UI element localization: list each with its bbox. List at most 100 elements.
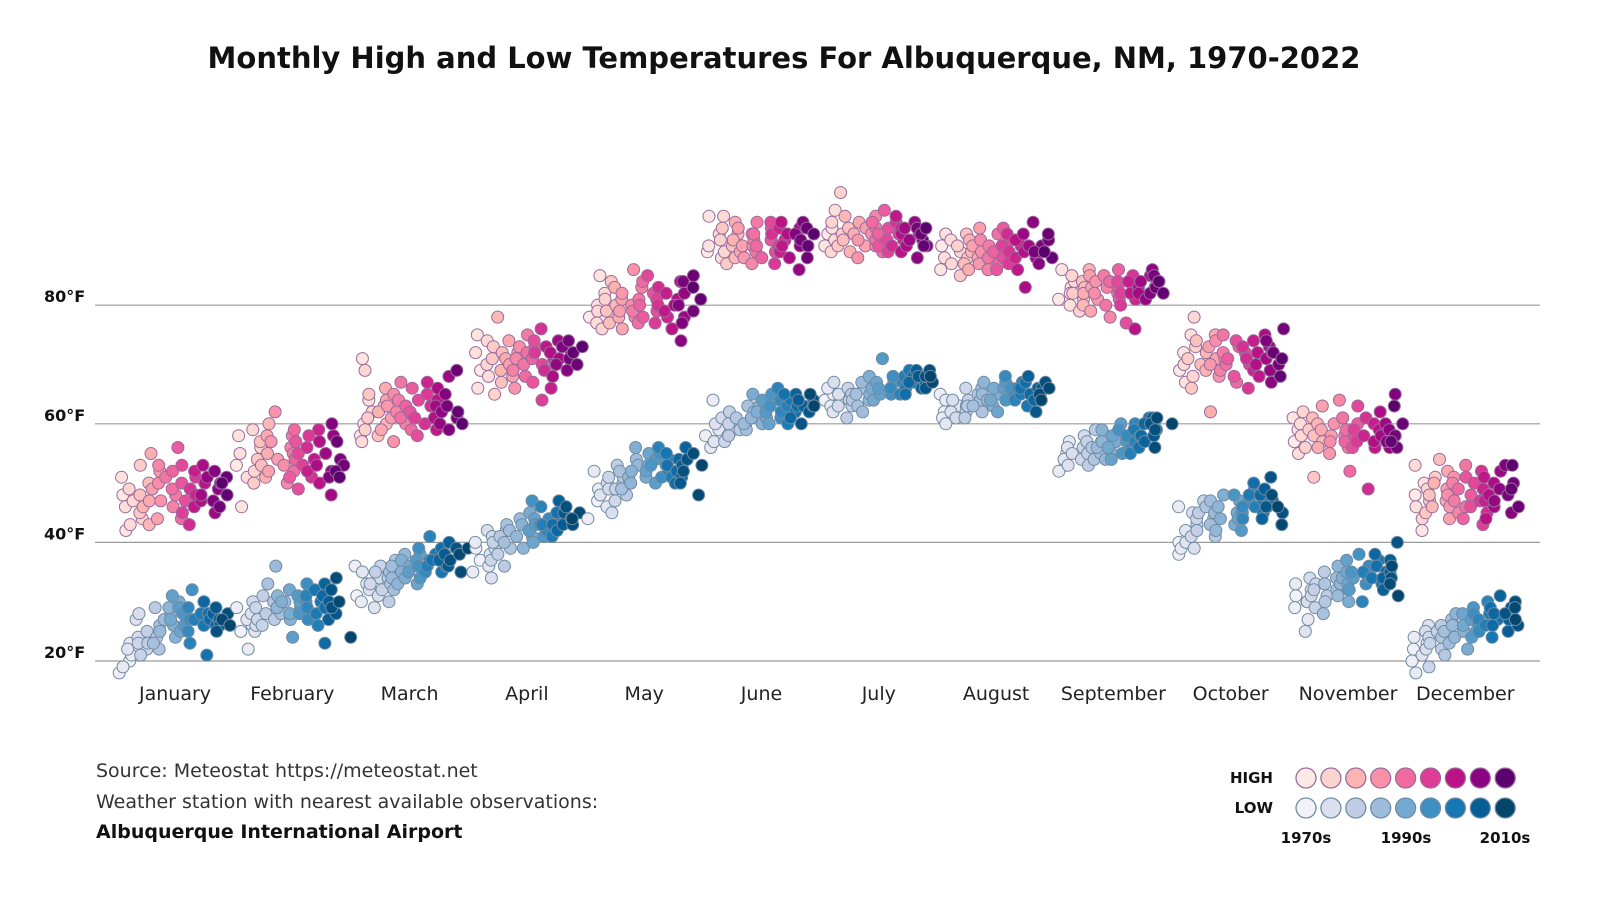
high-temp-point (229, 458, 243, 472)
high-temp-point (676, 275, 690, 288)
legend: HIGH LOW 1970s 1990s 2010s (1230, 767, 1530, 847)
low-temp-point (581, 512, 595, 526)
legend-low-swatch (1494, 797, 1516, 819)
x-tick-label: June (740, 683, 782, 705)
high-temp-point (665, 322, 679, 336)
low-temp-point (1234, 524, 1248, 537)
low-temp-point (706, 393, 720, 407)
high-temp-point (1505, 458, 1519, 472)
high-temp-point (807, 227, 821, 241)
high-temp-point (1459, 458, 1473, 472)
low-temp-point (1242, 488, 1256, 502)
low-temp-point (608, 494, 622, 508)
low-temp-point (840, 411, 854, 425)
high-temp-point (506, 363, 520, 377)
high-temp-point (175, 506, 189, 520)
high-temp-point (324, 488, 338, 502)
low-temp-point (1493, 589, 1507, 603)
high-temp-point (528, 346, 542, 360)
low-temp-point (1342, 595, 1356, 609)
high-temp-point (990, 263, 1003, 277)
low-temp-point (791, 393, 805, 407)
high-temp-point (115, 470, 129, 484)
high-temp-point (657, 304, 671, 318)
low-temp-point (324, 583, 338, 597)
x-tick-label: March (381, 683, 439, 705)
low-temp-point (884, 381, 898, 395)
low-temp-point (132, 607, 146, 621)
high-temp-point (1477, 470, 1491, 484)
low-temp-point (121, 642, 135, 656)
high-temp-point (1011, 263, 1025, 277)
high-temp-point (674, 334, 688, 348)
x-tick-label: April (505, 683, 548, 705)
low-temp-point (311, 618, 325, 632)
high-temp-point (232, 429, 246, 443)
high-temp-point (372, 405, 386, 419)
legend-high-swatch (1419, 767, 1442, 789)
low-temp-point (991, 405, 1005, 419)
high-temp-point (1221, 352, 1235, 366)
low-temp-point (1352, 547, 1366, 561)
low-temp-point (382, 595, 396, 609)
high-temp-point (1504, 482, 1518, 496)
low-temp-point (1148, 423, 1162, 437)
legend-high-swatch (1469, 767, 1491, 789)
low-temp-point (1498, 607, 1512, 621)
high-temp-point (488, 387, 502, 401)
high-temp-point (675, 316, 689, 330)
low-temp-point (1227, 488, 1241, 502)
legend-low-swatch (1444, 797, 1467, 819)
low-temp-point (516, 541, 530, 555)
high-temp-point (358, 423, 372, 437)
high-temp-point (268, 405, 282, 419)
high-temp-point (1055, 263, 1069, 277)
high-temp-point (381, 399, 394, 413)
high-temp-point (408, 411, 422, 425)
low-temp-point (1288, 601, 1302, 615)
low-temp-point (1275, 518, 1289, 532)
high-temp-point (1099, 298, 1113, 312)
high-temp-point (1187, 310, 1201, 324)
low-temp-point (849, 387, 863, 401)
high-temp-point (361, 411, 375, 425)
high-temp-point (283, 470, 297, 484)
legend-high-swatch (1494, 767, 1516, 789)
x-tick-label: January (138, 683, 211, 705)
high-temp-point (300, 441, 314, 454)
low-temp-point (230, 601, 244, 615)
low-temp-point (1385, 559, 1399, 573)
high-temp-point (885, 239, 899, 253)
high-temp-point (825, 215, 839, 229)
high-temp-point (1052, 292, 1066, 306)
high-temp-point (1373, 405, 1387, 419)
low-temp-point (1485, 630, 1499, 644)
low-temp-point (1148, 441, 1162, 454)
high-temp-point (469, 346, 483, 360)
high-temp-point (1296, 405, 1310, 419)
high-temp-point (410, 429, 424, 443)
high-temp-point (1156, 286, 1170, 300)
legend-high-swatch (1345, 767, 1367, 789)
low-temp-point (762, 417, 776, 431)
low-temp-point (939, 417, 953, 431)
y-axis: 20°F 40°F 60°F 80°F (44, 287, 85, 662)
high-temp-point (934, 263, 948, 277)
low-temp-point (923, 369, 937, 383)
low-temp-point (1486, 618, 1500, 632)
low-temp-point (1247, 476, 1261, 490)
high-temp-point (851, 251, 865, 265)
data-points (112, 186, 1525, 680)
low-temp-point (367, 601, 381, 615)
high-temp-point (1361, 482, 1375, 496)
low-temp-point (559, 500, 573, 514)
high-temp-point (1314, 423, 1328, 437)
low-temp-point (146, 636, 160, 650)
low-temp-point (898, 387, 912, 401)
high-temp-point (313, 476, 326, 490)
y-tick-label: 40°F (44, 524, 85, 543)
legend-decade-1990s: 1990s (1381, 829, 1432, 847)
high-temp-point (196, 458, 210, 472)
high-temp-point (636, 310, 650, 324)
